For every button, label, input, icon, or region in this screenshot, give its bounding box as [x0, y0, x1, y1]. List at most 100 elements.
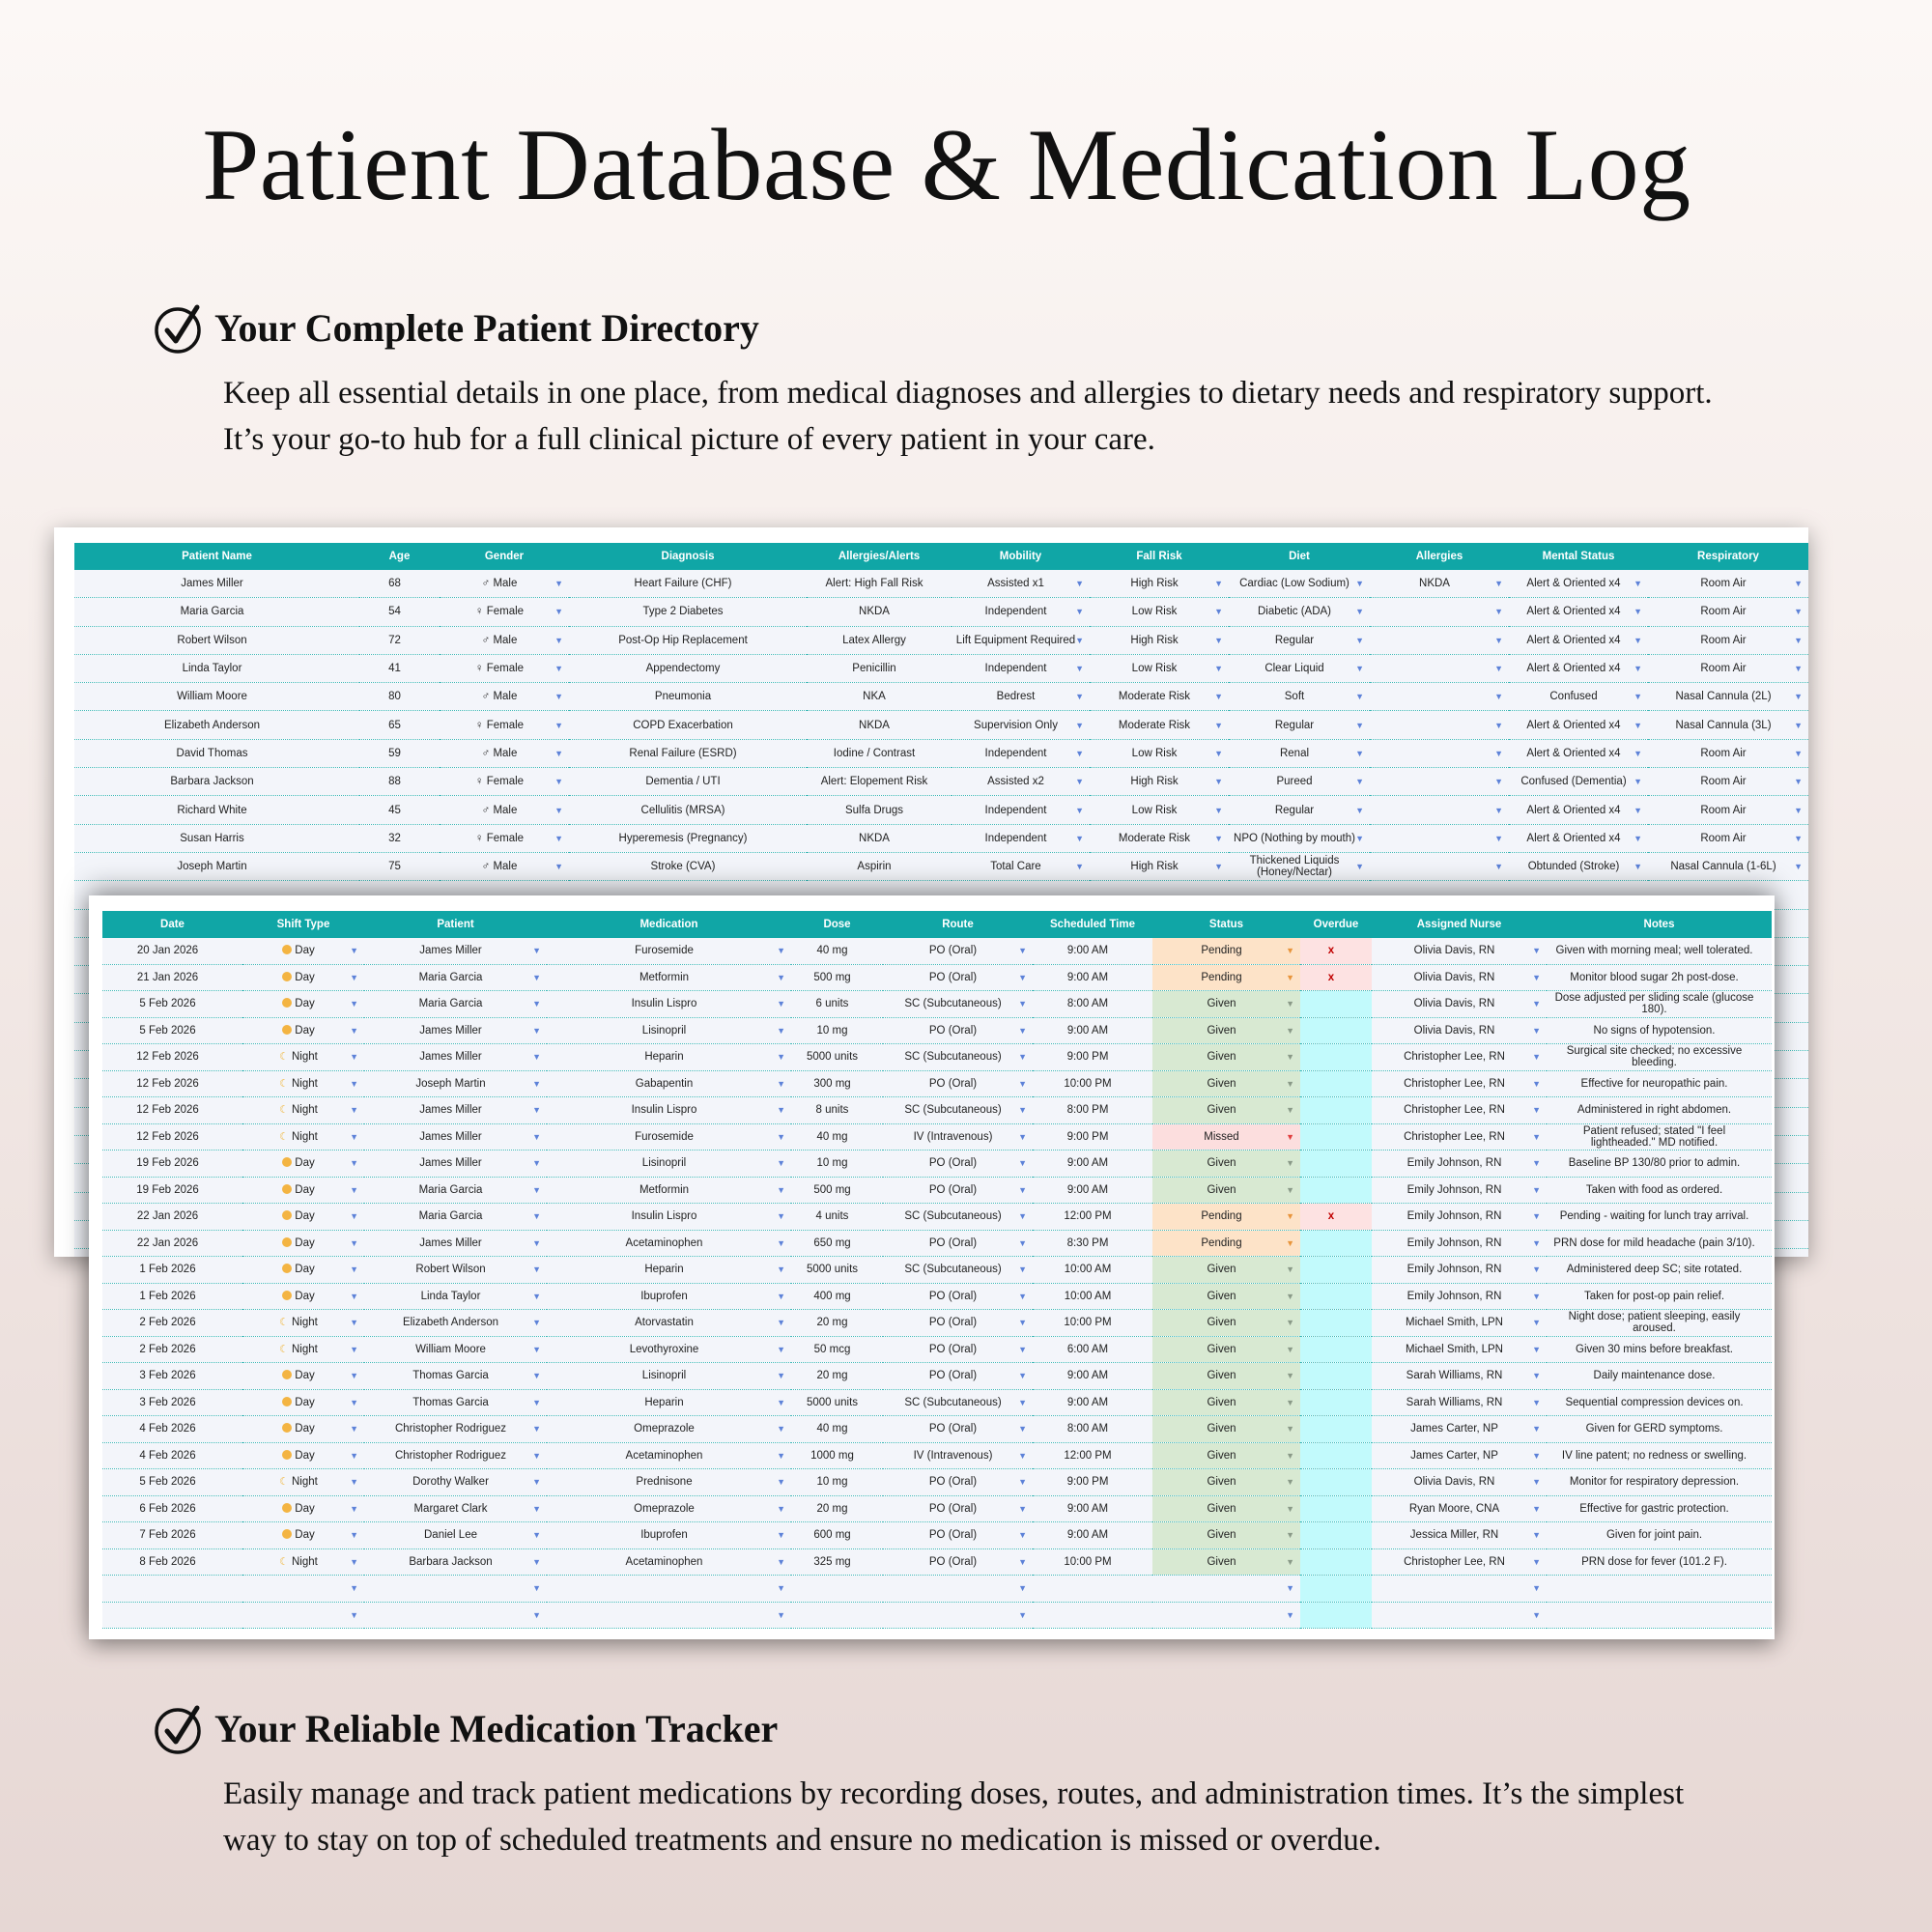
column-header-patient[interactable]: Patient: [364, 911, 547, 938]
cell-notes[interactable]: [1547, 1575, 1772, 1603]
cell-patient[interactable]: Maria Garcia ▼: [364, 964, 547, 991]
cell-overdue[interactable]: [1300, 1415, 1372, 1443]
dropdown-arrow-icon[interactable]: ▼: [1532, 1344, 1541, 1354]
cell-route[interactable]: PO (Oral) ▼: [883, 1495, 1033, 1522]
cell-overdue[interactable]: x: [1300, 1203, 1372, 1231]
dropdown-arrow-icon[interactable]: ▼: [1018, 946, 1027, 956]
dropdown-arrow-icon[interactable]: ▼: [1075, 777, 1084, 787]
cell-assigned-nurse[interactable]: James Carter, NP ▼: [1372, 1415, 1547, 1443]
cell-fall-risk[interactable]: High Risk ▼: [1090, 626, 1229, 655]
cell-mental-status[interactable]: Alert & Oriented x4 ▼: [1509, 626, 1648, 655]
cell-status[interactable]: Given ▼: [1152, 1177, 1300, 1204]
dropdown-arrow-icon[interactable]: ▼: [1355, 664, 1364, 674]
cell-patient[interactable]: James Miller ▼: [364, 1043, 547, 1071]
dropdown-arrow-icon[interactable]: ▼: [1532, 1105, 1541, 1116]
cell-assigned-nurse[interactable]: Sarah Williams, RN ▼: [1372, 1362, 1547, 1390]
dropdown-arrow-icon[interactable]: ▼: [777, 972, 785, 982]
cell-dose[interactable]: 5000 units: [791, 1389, 883, 1416]
cell-status[interactable]: Given ▼: [1152, 1548, 1300, 1576]
cell-overdue[interactable]: [1300, 1468, 1372, 1496]
dropdown-arrow-icon[interactable]: ▼: [777, 1105, 785, 1116]
cell-dose[interactable]: 650 mg: [791, 1230, 883, 1257]
cell-assigned-nurse[interactable]: Olivia Davis, RN ▼: [1372, 1468, 1547, 1496]
dropdown-arrow-icon[interactable]: ▼: [1075, 720, 1084, 730]
cell-status[interactable]: Pending ▼: [1152, 1230, 1300, 1257]
dropdown-arrow-icon[interactable]: ▼: [1494, 692, 1503, 702]
cell-dose[interactable]: 600 mg: [791, 1521, 883, 1549]
cell-shift-type[interactable]: Day ▼: [242, 1389, 364, 1416]
cell-patient-name[interactable]: Linda Taylor: [74, 654, 359, 684]
dropdown-arrow-icon[interactable]: ▼: [1532, 1424, 1541, 1435]
cell-shift-type[interactable]: Day ▼: [242, 1442, 364, 1469]
dropdown-arrow-icon[interactable]: ▼: [1018, 999, 1027, 1009]
dropdown-arrow-icon[interactable]: ▼: [532, 1025, 541, 1036]
cell-date[interactable]: 8 Feb 2026: [102, 1548, 242, 1576]
cell-allergies-alerts[interactable]: Alert: High Fall Risk: [807, 570, 952, 599]
cell-status[interactable]: Pending ▼: [1152, 1203, 1300, 1231]
cell-age[interactable]: 45: [359, 795, 440, 825]
cell-allergies[interactable]: ▼: [1370, 710, 1509, 740]
cell-shift-type[interactable]: ☾ Night ▼: [242, 1096, 364, 1124]
cell-status[interactable]: Given ▼: [1152, 1150, 1300, 1178]
dropdown-arrow-icon[interactable]: ▼: [777, 1318, 785, 1328]
cell-respiratory[interactable]: Room Air ▼: [1648, 654, 1808, 684]
column-header-mental-status[interactable]: Mental Status: [1509, 543, 1648, 570]
cell-shift-type[interactable]: Day ▼: [242, 1415, 364, 1443]
dropdown-arrow-icon[interactable]: ▼: [1794, 777, 1803, 787]
cell-dose[interactable]: [791, 1602, 883, 1629]
cell-overdue[interactable]: [1300, 1521, 1372, 1549]
cell-notes[interactable]: Administered deep SC; site rotated.: [1547, 1256, 1772, 1284]
dropdown-arrow-icon[interactable]: ▼: [777, 1131, 785, 1142]
cell-mental-status[interactable]: Confused ▼: [1509, 682, 1648, 712]
cell-allergies-alerts[interactable]: NKDA: [807, 824, 952, 853]
cell-status[interactable]: Pending ▼: [1152, 938, 1300, 965]
cell-notes[interactable]: PRN dose for mild headache (pain 3/10).: [1547, 1230, 1772, 1257]
dropdown-arrow-icon[interactable]: ▼: [1794, 862, 1803, 872]
cell-medication[interactable]: Heparin ▼: [547, 1256, 791, 1284]
dropdown-arrow-icon[interactable]: ▼: [1018, 1078, 1027, 1089]
cell-age[interactable]: 75: [359, 852, 440, 882]
cell-status[interactable]: Given ▼: [1152, 1468, 1300, 1496]
cell-medication[interactable]: Acetaminophen ▼: [547, 1442, 791, 1469]
cell-overdue[interactable]: [1300, 1362, 1372, 1390]
dropdown-arrow-icon[interactable]: ▼: [1794, 833, 1803, 843]
cell-dose[interactable]: 500 mg: [791, 1177, 883, 1204]
cell-dose[interactable]: 400 mg: [791, 1283, 883, 1310]
cell-assigned-nurse[interactable]: Christopher Lee, RN ▼: [1372, 1070, 1547, 1097]
dropdown-arrow-icon[interactable]: ▼: [532, 1397, 541, 1407]
dropdown-arrow-icon[interactable]: ▼: [1634, 748, 1642, 758]
cell-dose[interactable]: 50 mcg: [791, 1336, 883, 1363]
cell-dose[interactable]: 500 mg: [791, 964, 883, 991]
cell-diagnosis[interactable]: Heart Failure (CHF): [569, 570, 807, 599]
cell-shift-type[interactable]: Day ▼: [242, 938, 364, 965]
dropdown-arrow-icon[interactable]: ▼: [1532, 1184, 1541, 1195]
cell-gender[interactable]: ♂ Male ▼: [440, 739, 569, 769]
cell-notes[interactable]: Taken with food as ordered.: [1547, 1177, 1772, 1204]
dropdown-arrow-icon[interactable]: ▼: [1018, 1264, 1027, 1275]
cell-dose[interactable]: 1000 mg: [791, 1442, 883, 1469]
cell-mobility[interactable]: Assisted x2 ▼: [952, 767, 1090, 797]
cell-diagnosis[interactable]: Pneumonia: [569, 682, 807, 712]
cell-mobility[interactable]: Independent ▼: [952, 597, 1090, 627]
cell-route[interactable]: SC (Subcutaneous) ▼: [883, 1043, 1033, 1071]
cell-status[interactable]: Given ▼: [1152, 1415, 1300, 1443]
dropdown-arrow-icon[interactable]: ▼: [350, 1344, 358, 1354]
cell-patient-name[interactable]: Robert Wilson: [74, 626, 359, 655]
cell-patient-name[interactable]: Susan Harris: [74, 824, 359, 853]
cell-dose[interactable]: 6 units: [791, 990, 883, 1018]
cell-patient[interactable]: James Miller ▼: [364, 1230, 547, 1257]
dropdown-arrow-icon[interactable]: ▼: [1494, 805, 1503, 815]
dropdown-arrow-icon[interactable]: ▼: [1286, 1158, 1294, 1169]
cell-date[interactable]: 2 Feb 2026: [102, 1336, 242, 1363]
cell-patient[interactable]: Linda Taylor ▼: [364, 1283, 547, 1310]
cell-patient[interactable]: James Miller ▼: [364, 938, 547, 965]
cell-diagnosis[interactable]: Cellulitis (MRSA): [569, 795, 807, 825]
cell-fall-risk[interactable]: High Risk ▼: [1090, 570, 1229, 599]
cell-route[interactable]: PO (Oral) ▼: [883, 1362, 1033, 1390]
cell-allergies[interactable]: ▼: [1370, 767, 1509, 797]
cell-scheduled-time[interactable]: [1033, 1575, 1152, 1603]
cell-shift-type[interactable]: Day ▼: [242, 1521, 364, 1549]
dropdown-arrow-icon[interactable]: ▼: [777, 1078, 785, 1089]
cell-route[interactable]: PO (Oral) ▼: [883, 1150, 1033, 1178]
cell-assigned-nurse[interactable]: Michael Smith, LPN ▼: [1372, 1336, 1547, 1363]
